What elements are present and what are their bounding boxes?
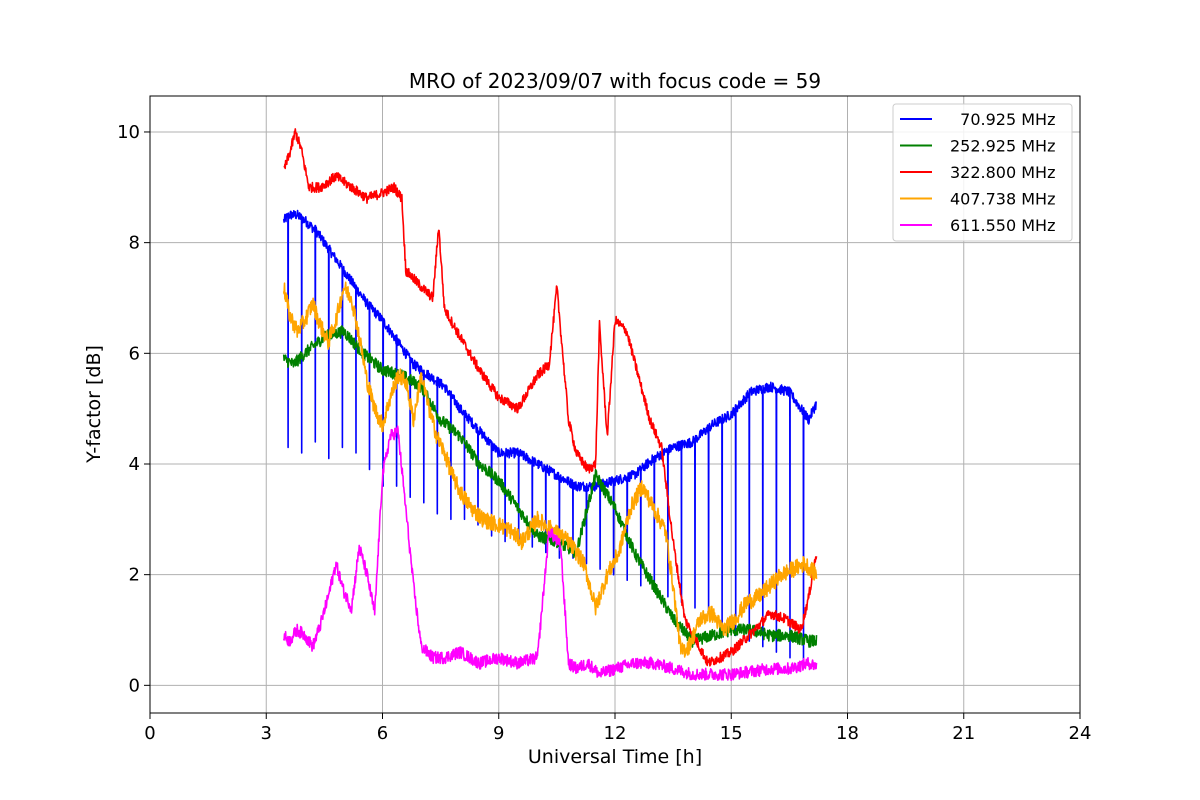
x-tick-label: 6 <box>377 723 388 744</box>
y-tick-label: 8 <box>129 233 140 254</box>
series-layer <box>282 128 818 682</box>
series-line-3 <box>282 281 818 658</box>
legend: 70.925 MHz 252.925 MHz 322.800 MHz 407.738 … <box>892 103 1073 242</box>
y-tick-label: 0 <box>129 675 140 696</box>
legend-label-4: 611.550 MHz <box>950 216 1055 235</box>
x-tick-label: 12 <box>604 723 627 744</box>
y-axis-label: Y-factor [dB] <box>83 345 105 464</box>
series-line-2 <box>283 128 818 667</box>
legend-box <box>892 103 1073 242</box>
series-line-0 <box>282 209 818 664</box>
chart-title: MRO of 2023/09/07 with focus code = 59 <box>409 69 821 93</box>
x-tick-label: 21 <box>952 723 975 744</box>
x-tick-label: 24 <box>1069 723 1092 744</box>
x-tick-label: 0 <box>144 723 155 744</box>
legend-label-1: 252.925 MHz <box>950 137 1055 156</box>
y-axis-ticks: 0 2 4 6 8 10 <box>117 122 150 696</box>
series-line-1 <box>282 325 818 648</box>
legend-label-3: 407.738 MHz <box>950 190 1055 209</box>
legend-label-0: 70.925 MHz <box>950 110 1055 129</box>
y-tick-label: 2 <box>129 565 140 586</box>
x-tick-label: 15 <box>720 723 743 744</box>
x-axis-ticks: 0 3 6 9 12 15 18 21 24 <box>144 713 1091 744</box>
y-tick-label: 10 <box>117 122 140 143</box>
series-line-4 <box>282 425 818 682</box>
x-axis-label: Universal Time [h] <box>528 746 702 768</box>
x-tick-label: 18 <box>836 723 859 744</box>
y-tick-label: 6 <box>129 343 140 364</box>
x-tick-label: 9 <box>493 723 504 744</box>
legend-label-2: 322.800 MHz <box>950 163 1055 182</box>
x-tick-label: 3 <box>261 723 272 744</box>
y-tick-label: 4 <box>129 454 140 475</box>
